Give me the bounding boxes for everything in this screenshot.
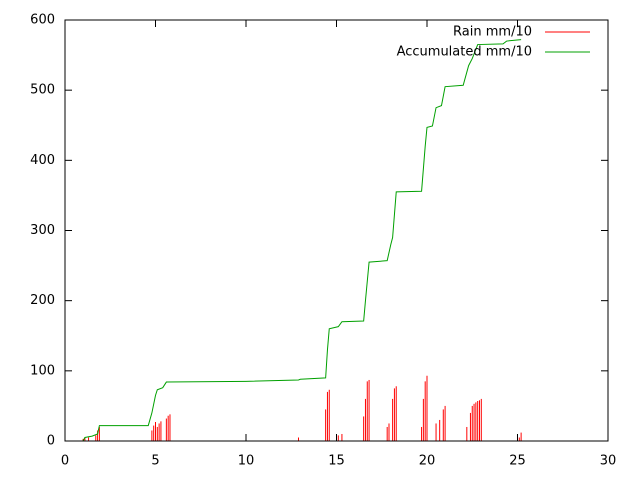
line [82,39,522,442]
x-tick-label: 10 [238,454,255,469]
y-tick-label: 0 [47,434,55,449]
x-tick-label: 0 [61,454,69,469]
x-tick-label: 25 [509,454,526,469]
legend-label: Rain mm/10 [453,25,532,40]
legend-label: Accumulated mm/10 [397,45,532,60]
y-tick-label: 400 [30,153,55,168]
x-tick-label: 15 [328,454,345,469]
plot-border [64,19,609,442]
x-tick-label: 20 [419,454,436,469]
x-tick-label: 30 [600,454,617,469]
x-tick-label: 5 [151,454,159,469]
y-tick-label: 300 [30,223,55,238]
y-tick-label: 200 [30,293,55,308]
y-tick-label: 600 [30,13,55,28]
y-tick-label: 500 [30,83,55,98]
y-tick-label: 100 [30,363,55,378]
